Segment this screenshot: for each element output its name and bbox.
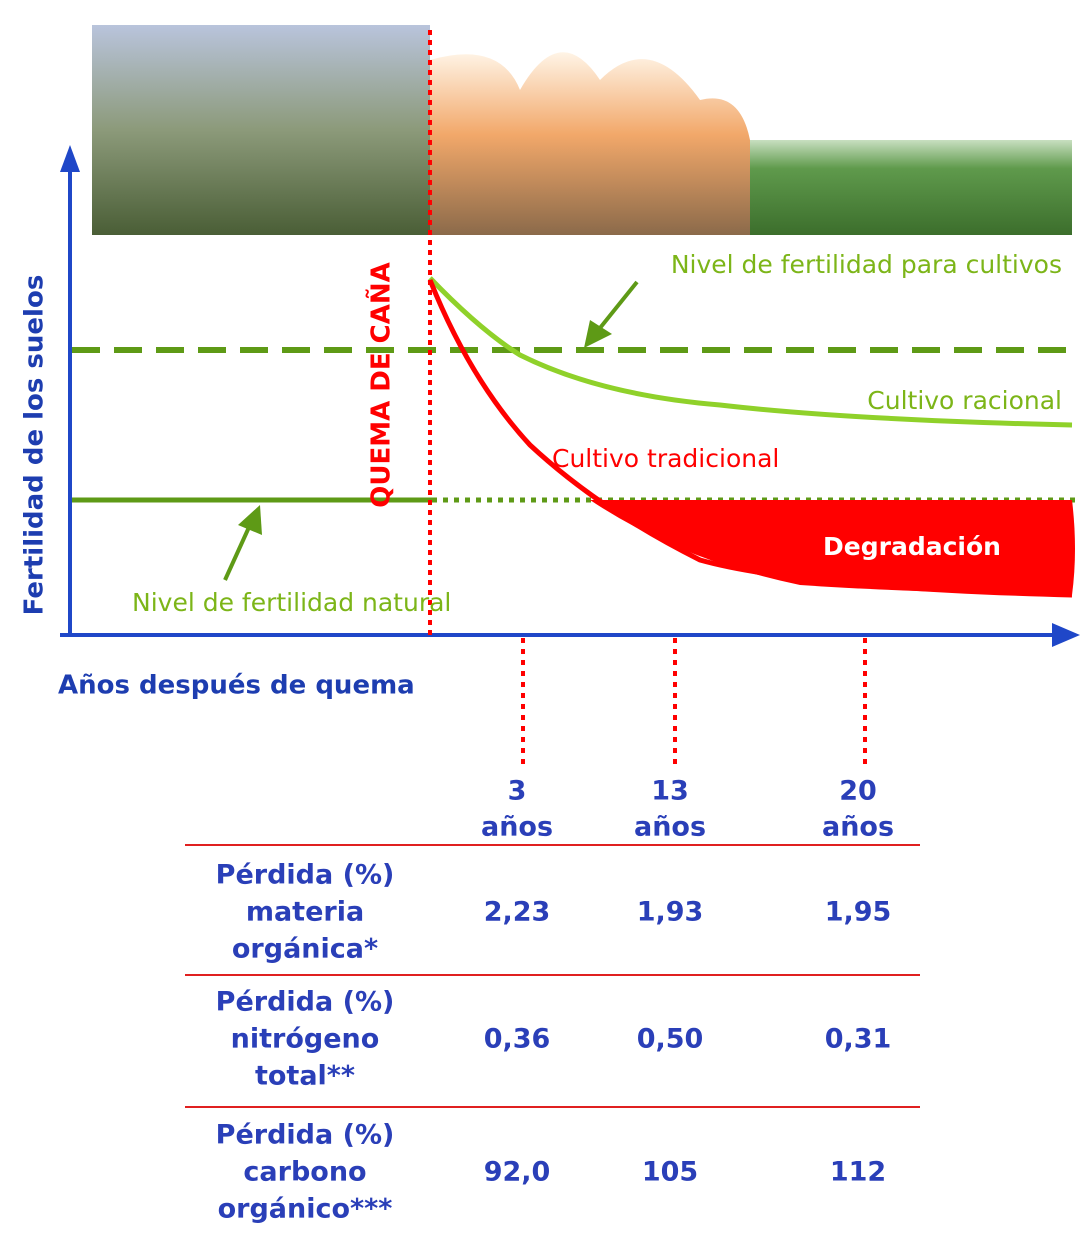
- degradation-label: Degradación: [823, 532, 1001, 561]
- cell-value: 0,50: [637, 1024, 704, 1055]
- column-years: 3: [508, 776, 527, 807]
- table: 3 años 13 años 20 años Pérdida (%) materia orgán…: [216, 776, 894, 1225]
- column-years: 13: [651, 776, 689, 807]
- row-label: materia: [246, 897, 364, 928]
- row-label: Pérdida (%): [216, 860, 395, 891]
- cell-value: 105: [642, 1157, 698, 1188]
- traditional-curve: [427, 279, 1073, 598]
- column-unit: años: [481, 812, 553, 843]
- column-unit: años: [822, 812, 894, 843]
- row-label: total**: [255, 1061, 355, 1092]
- row-label: orgánica*: [232, 934, 378, 965]
- fire-photo: [430, 52, 750, 235]
- crop-arrowhead: [584, 320, 612, 348]
- burn-label: QUEMA DE CAÑA: [365, 262, 397, 508]
- x-axis-label: Años después de quema: [58, 671, 415, 701]
- row-label: nitrógeno: [231, 1024, 380, 1055]
- cell-value: 112: [830, 1157, 886, 1188]
- natural-arrowhead: [238, 505, 262, 535]
- rational-label: Cultivo racional: [867, 386, 1062, 415]
- row-label: Pérdida (%): [216, 987, 395, 1018]
- cell-value: 2,23: [484, 897, 551, 928]
- field-photo: [750, 140, 1072, 235]
- natural-level-label: Nivel de fertilidad natural: [132, 588, 451, 617]
- row-label: orgánico***: [218, 1194, 393, 1225]
- cell-value: 0,31: [825, 1024, 892, 1055]
- cell-value: 1,95: [825, 897, 892, 928]
- crop-arrow: [598, 280, 639, 330]
- y-axis-arrow: [60, 145, 80, 172]
- row-label: Pérdida (%): [216, 1120, 395, 1151]
- y-axis-label: Fertilidad de los suelos: [20, 275, 50, 616]
- crop-level-label: Nivel de fertilidad para cultivos: [671, 250, 1062, 279]
- cell-value: 0,36: [484, 1024, 551, 1055]
- degradation-area: [590, 500, 1075, 595]
- x-axis-arrow: [1052, 623, 1080, 647]
- cell-value: 1,93: [637, 897, 704, 928]
- natural-arrow: [223, 524, 252, 581]
- column-years: 20: [839, 776, 877, 807]
- row-label: carbono: [243, 1157, 366, 1188]
- cane-photo: [92, 25, 430, 235]
- column-unit: años: [634, 812, 706, 843]
- cell-value: 92,0: [484, 1157, 551, 1188]
- traditional-label: Cultivo tradicional: [552, 444, 779, 473]
- rational-curve: [428, 276, 1073, 428]
